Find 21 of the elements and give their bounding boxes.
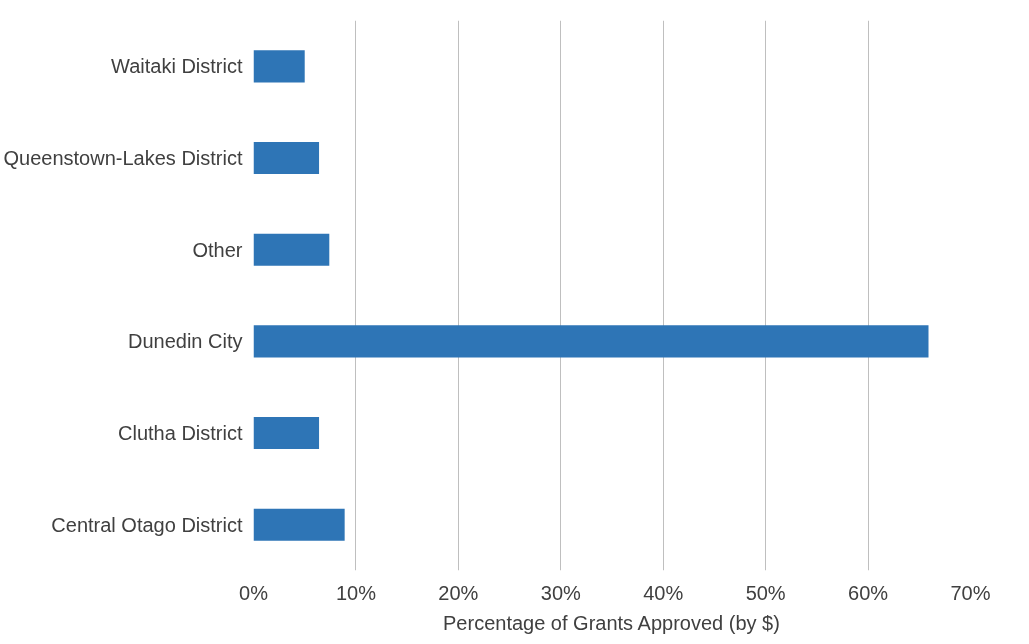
- y-tick-label: Other: [192, 238, 243, 261]
- x-tick-label: 40%: [643, 581, 684, 604]
- x-tick-label: 50%: [745, 581, 786, 604]
- x-axis-title: Percentage of Grants Approved (by $): [443, 611, 780, 634]
- x-tick-label: 70%: [950, 581, 991, 604]
- bar: [253, 141, 320, 175]
- x-tick-label: 10%: [335, 581, 377, 604]
- y-tick-label: Central Otago District: [51, 513, 243, 536]
- bar: [253, 50, 305, 83]
- bar: [253, 508, 345, 541]
- y-tick-label: Dunedin City: [128, 330, 243, 353]
- bar: [253, 325, 929, 358]
- y-tick-label: Waitaki District: [111, 55, 243, 78]
- x-tick-label: 60%: [848, 581, 889, 604]
- bar: [253, 233, 330, 266]
- x-tick-label: 0%: [239, 581, 269, 604]
- x-tick-label: 30%: [540, 581, 582, 604]
- y-tick-label: Clutha District: [118, 422, 243, 444]
- y-tick-label: Queenstown-Lakes District: [3, 147, 243, 169]
- bar: [253, 416, 320, 450]
- x-tick-label: 20%: [438, 581, 479, 604]
